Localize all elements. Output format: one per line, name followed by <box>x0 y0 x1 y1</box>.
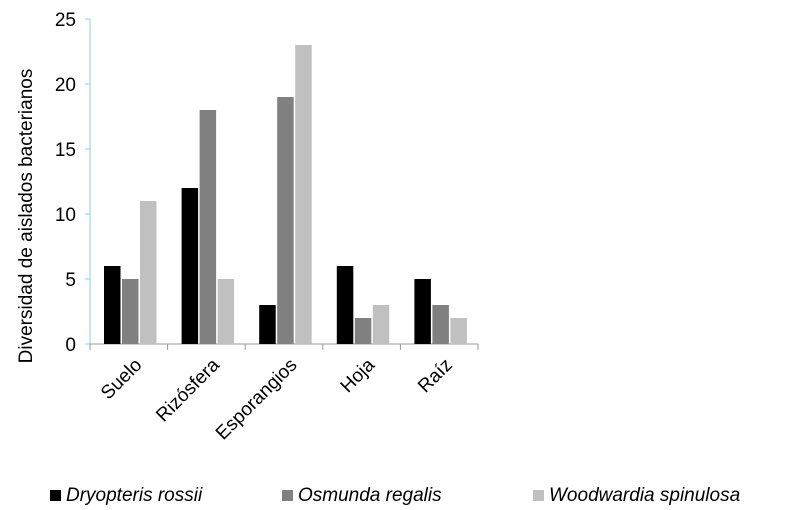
legend: Dryopteris rossii Osmunda regalis Woodward… <box>50 485 740 506</box>
y-tick-label: 0 <box>65 335 76 356</box>
legend-label: Dryopteris rossii <box>66 485 203 506</box>
bars <box>104 45 467 344</box>
y-tick-label: 20 <box>55 75 76 96</box>
bar <box>336 266 354 344</box>
y-axis: 0 5 10 15 20 25 <box>55 10 91 356</box>
y-tick-label: 15 <box>55 140 76 161</box>
x-category-label: Esporangios <box>212 355 302 445</box>
bar <box>181 188 199 344</box>
legend-label: Osmunda regalis <box>298 485 442 506</box>
x-category-label: Hoja <box>337 354 380 397</box>
x-category-label: Suelo <box>97 355 146 404</box>
bar <box>259 305 276 344</box>
bar <box>414 279 431 344</box>
x-category-label: Raíz <box>414 355 456 397</box>
bar <box>122 279 139 344</box>
y-tick-label: 25 <box>55 10 76 31</box>
bar <box>295 45 312 344</box>
bar <box>372 305 390 344</box>
bar <box>450 318 467 344</box>
legend-swatch <box>282 490 293 501</box>
y-axis-title: Diversidad de aislados bacterianos <box>16 69 37 364</box>
bar <box>104 266 121 344</box>
bar <box>199 110 217 344</box>
y-tick-label: 5 <box>65 270 76 291</box>
legend-label: Woodwardia spinulosa <box>549 485 740 506</box>
legend-swatch <box>533 490 544 501</box>
y-tick-label: 10 <box>55 205 76 226</box>
x-category-label: Rizósfera <box>152 354 224 426</box>
bar <box>140 201 157 344</box>
bar <box>277 97 294 344</box>
bar <box>432 305 449 344</box>
bar <box>217 279 235 344</box>
bar <box>354 318 372 344</box>
legend-swatch <box>50 490 61 501</box>
